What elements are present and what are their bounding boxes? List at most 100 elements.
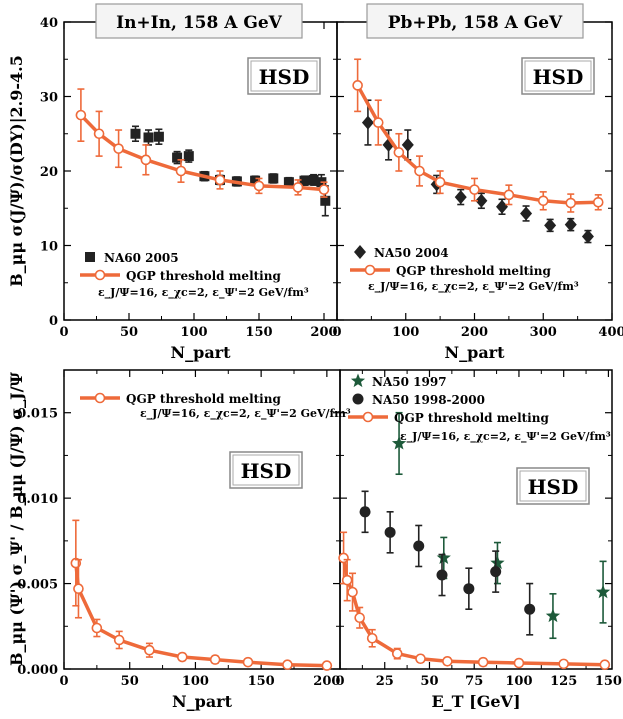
legend-entry: NA50 2004 xyxy=(354,245,449,260)
data-point xyxy=(352,80,363,91)
data-point xyxy=(75,109,87,121)
hsd-badge-inner xyxy=(232,454,300,486)
hsd-badge: HSD xyxy=(259,65,310,89)
x-tick-label: 100 xyxy=(392,325,419,340)
title-box xyxy=(95,3,303,39)
legend-label: QGP threshold melting xyxy=(126,269,281,283)
data-point xyxy=(490,566,502,578)
data-point xyxy=(91,622,103,634)
data-point xyxy=(93,128,105,140)
y-axis-label-lower: B_μμ (Ψ') σ_Ψ' / B_μμ (J/Ψ) σ_J/Ψ xyxy=(7,372,26,666)
data-point xyxy=(341,574,353,586)
hsd-badge: HSD xyxy=(533,65,584,89)
y-tick-label: 0.010 xyxy=(17,492,58,507)
x-tick-label: 50 xyxy=(420,674,438,689)
data-point xyxy=(359,506,371,518)
data-point xyxy=(209,654,221,665)
chart-title: In+In, 158 A GeV xyxy=(116,13,283,33)
x-axis-label: E_T [GeV] xyxy=(431,692,520,711)
data-point xyxy=(384,526,396,538)
hsd-badge-box xyxy=(229,451,303,489)
legend-entry: QGP threshold melting xyxy=(80,269,281,283)
legend-entry: QGP threshold melting xyxy=(350,264,551,278)
x-tick-label: 50 xyxy=(121,674,139,689)
model-parameters: ε_J/Ψ=16, ε_χc=2, ε_Ψ'=2 GeV/fm³ xyxy=(400,430,611,444)
data-point xyxy=(592,196,604,208)
y-tick-label: 0.005 xyxy=(17,578,58,593)
chart-panel-4: 0 25 50 75 100 125 150 HSD NA50 1997 NA50 1998-20… xyxy=(335,369,622,711)
data-point xyxy=(372,117,384,128)
data-point xyxy=(253,180,265,192)
model-curve xyxy=(74,562,327,668)
data-point xyxy=(361,115,374,130)
data-point xyxy=(113,634,125,646)
data-point xyxy=(544,218,557,233)
data-point xyxy=(436,550,451,564)
hsd-badge-inner xyxy=(524,60,592,92)
data-point xyxy=(391,436,407,450)
x-tick-label: 300 xyxy=(530,325,557,340)
data-point xyxy=(581,229,594,244)
legend-label: NA50 1998-2000 xyxy=(372,393,485,407)
chart-panel-3: 0 50 100 150 200 0.000 0.005 0.010 0.015 HSD QGP t… xyxy=(17,369,351,711)
data-point xyxy=(183,151,194,162)
y-tick-label: 0.000 xyxy=(17,663,58,678)
series-open-circle-line xyxy=(70,519,333,671)
x-tick-label: 100 xyxy=(180,325,207,340)
x-tick-label: 125 xyxy=(550,674,577,689)
data-point xyxy=(490,555,505,570)
legend-label: NA50 1997 xyxy=(372,375,447,389)
legend-marker xyxy=(350,373,366,388)
model-curve xyxy=(341,557,605,667)
data-point xyxy=(282,659,293,671)
data-point xyxy=(144,644,155,656)
data-point xyxy=(454,190,467,205)
data-point xyxy=(475,193,488,208)
data-point xyxy=(595,584,611,599)
legend-entry: NA50 1998-2000 xyxy=(352,393,485,407)
data-point xyxy=(242,656,254,668)
series-circle xyxy=(359,490,536,636)
data-point xyxy=(347,586,358,598)
chart-title: Pb+Pb, 158 A GeV xyxy=(388,13,563,33)
plot-frame xyxy=(339,369,613,670)
data-point xyxy=(268,173,279,184)
model-parameters: ε_J/Ψ=16, ε_χc=2, ε_Ψ'=2 GeV/fm³ xyxy=(140,407,351,421)
legend-marker xyxy=(362,411,374,423)
legend-entry: QGP threshold melting xyxy=(348,411,549,425)
x-tick-label: 50 xyxy=(120,325,138,340)
data-point xyxy=(308,174,319,185)
data-point xyxy=(214,174,226,186)
legend-entry: QGP threshold melting xyxy=(80,392,281,406)
data-point xyxy=(354,612,365,624)
y-tick-label: 30 xyxy=(40,91,58,106)
legend-label: QGP threshold melting xyxy=(394,411,549,425)
series-square xyxy=(130,125,331,217)
hsd-badge-box xyxy=(521,57,595,95)
legend-marker xyxy=(352,393,364,405)
series-open-circle-line xyxy=(352,58,604,213)
data-point xyxy=(176,651,188,663)
hsd-badge-inner xyxy=(250,60,318,92)
hsd-badge-box xyxy=(516,467,590,505)
x-tick-label: 0 xyxy=(59,674,68,689)
x-tick-label: 0 xyxy=(332,325,341,340)
data-point xyxy=(520,206,533,221)
chart-panel-2: 0 100 200 300 400 HSD Pb+Pb, 158 A GeV NA50 200… xyxy=(332,3,623,362)
data-point xyxy=(434,176,446,188)
data-point xyxy=(513,657,525,669)
data-point xyxy=(391,648,403,659)
data-point xyxy=(113,143,124,154)
x-tick-label: 200 xyxy=(313,674,340,689)
data-point xyxy=(143,132,154,143)
data-point xyxy=(564,217,577,232)
y-tick-label: 10 xyxy=(40,240,58,255)
x-tick-label: 25 xyxy=(376,674,394,689)
x-tick-label: 100 xyxy=(505,674,532,689)
legend-entry: NA50 1997 xyxy=(350,373,447,389)
x-tick-label: 200 xyxy=(461,325,488,340)
legend-marker xyxy=(364,264,376,276)
x-axis-label: N_part xyxy=(172,692,233,711)
x-tick-label: 400 xyxy=(598,325,623,340)
